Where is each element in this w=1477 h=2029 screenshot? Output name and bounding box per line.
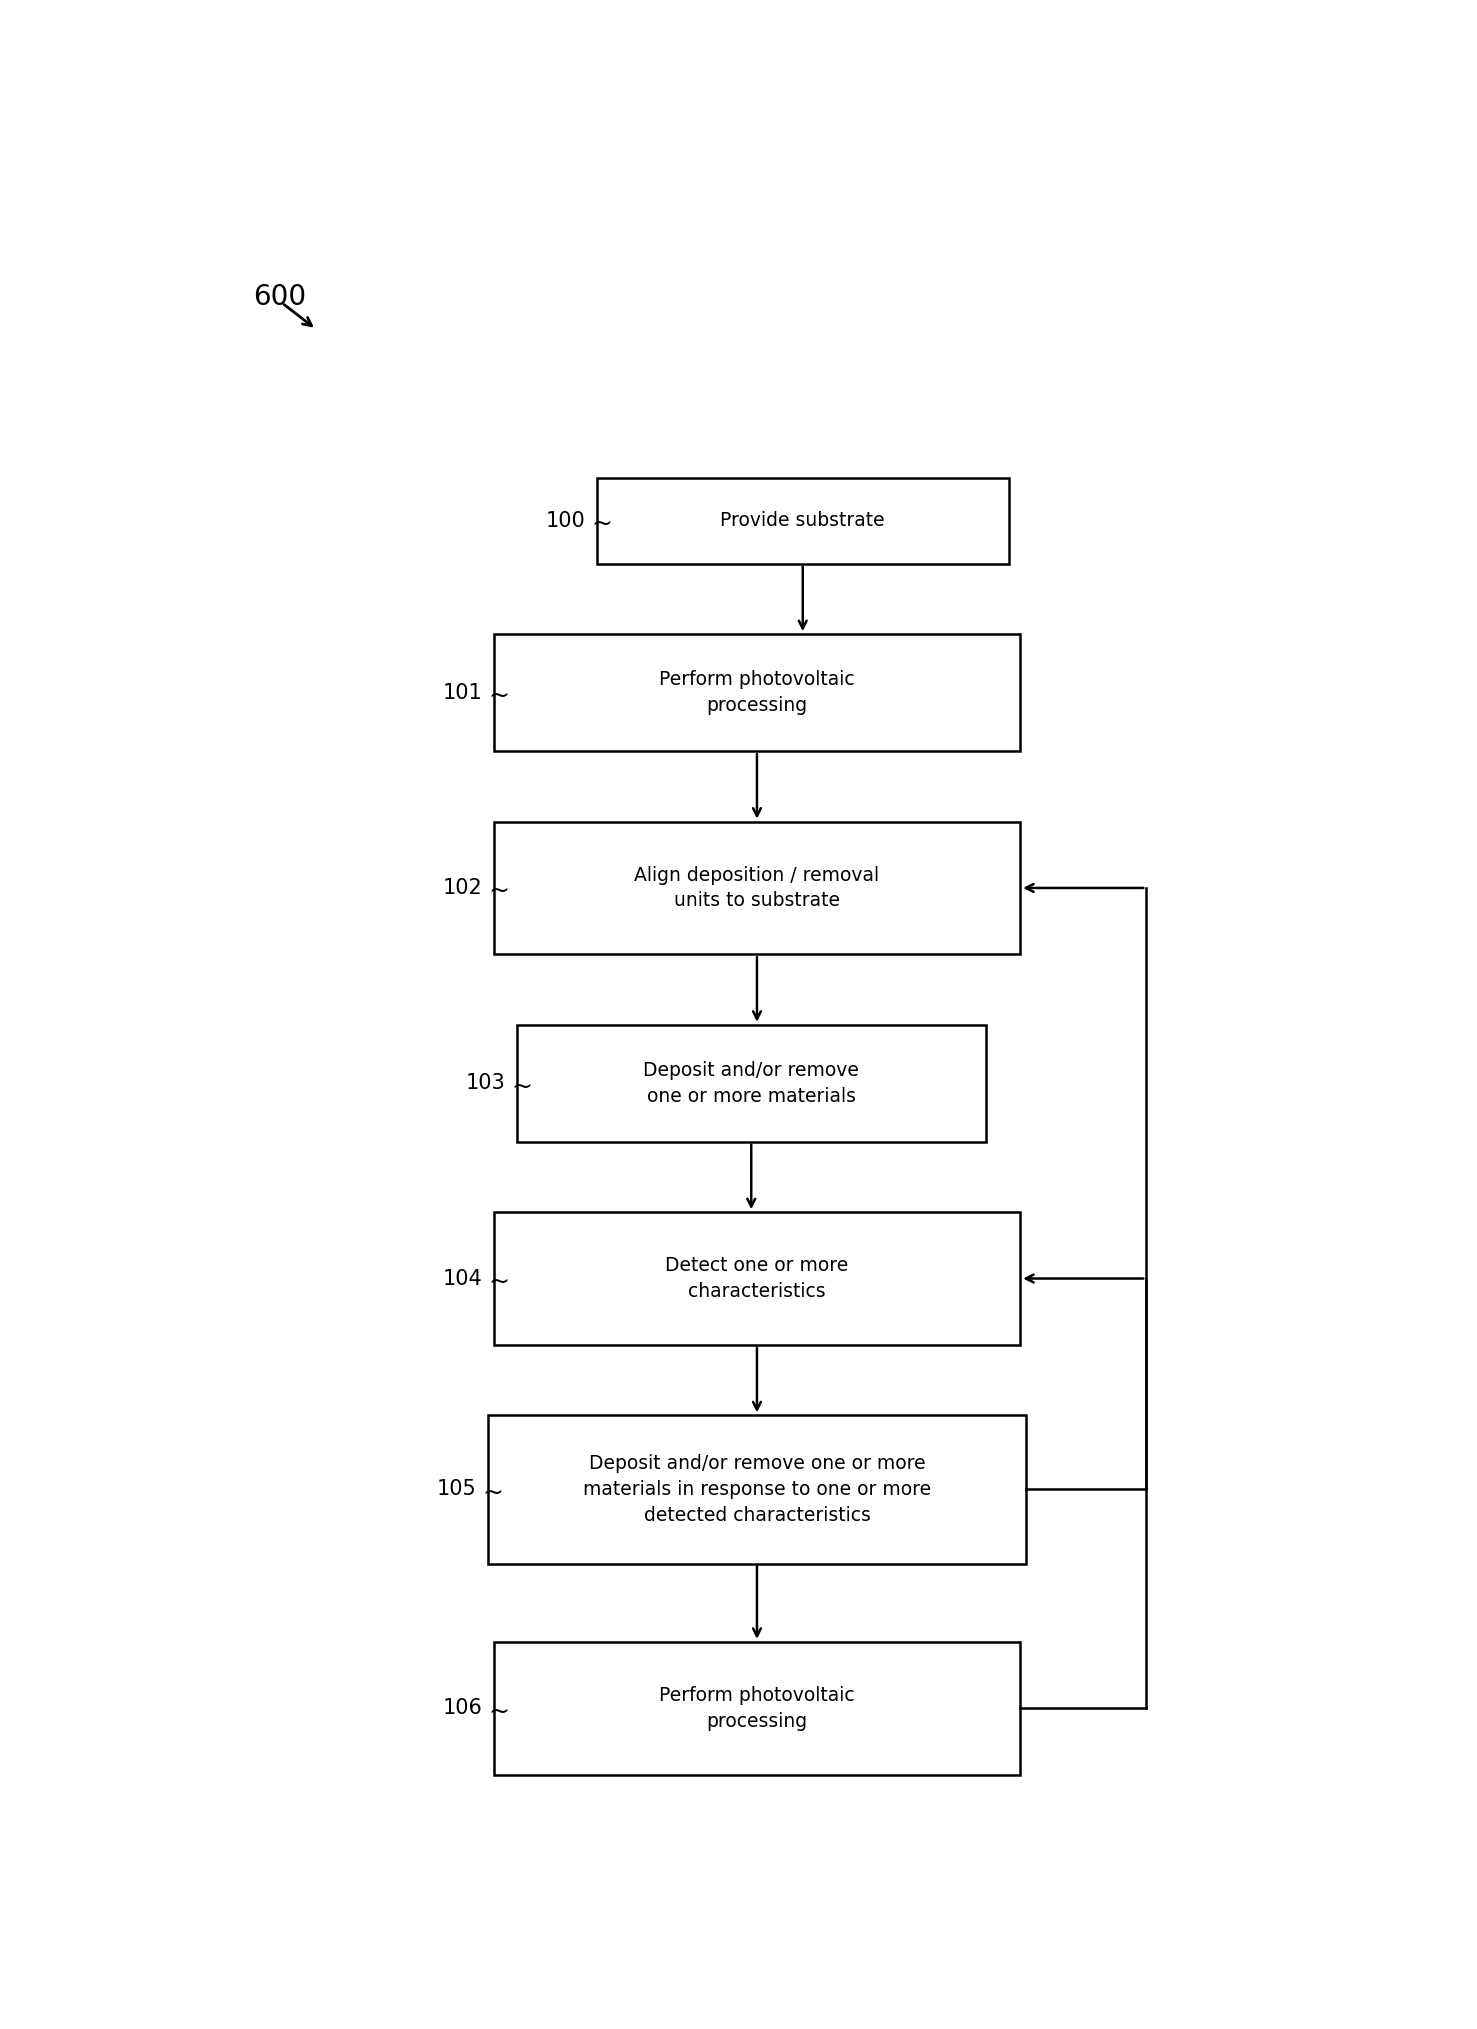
Text: ~: ~ — [487, 684, 510, 708]
Text: Detect one or more
characteristics: Detect one or more characteristics — [665, 1256, 849, 1301]
Text: 101: 101 — [443, 682, 482, 702]
Text: Provide substrate: Provide substrate — [721, 511, 885, 530]
Text: Deposit and/or remove one or more
materials in response to one or more
detected : Deposit and/or remove one or more materi… — [583, 1455, 931, 1524]
Text: 100: 100 — [545, 511, 585, 532]
Text: ~: ~ — [487, 879, 510, 903]
Text: Perform photovoltaic
processing: Perform photovoltaic processing — [659, 670, 855, 714]
Text: ~: ~ — [487, 1700, 510, 1723]
Bar — [493, 822, 1021, 954]
Text: 104: 104 — [443, 1268, 482, 1288]
Text: Align deposition / removal
units to substrate: Align deposition / removal units to subs… — [635, 866, 879, 911]
Text: Perform photovoltaic
processing: Perform photovoltaic processing — [659, 1686, 855, 1731]
Text: 103: 103 — [465, 1073, 505, 1094]
Text: 105: 105 — [437, 1479, 477, 1499]
Bar — [493, 633, 1021, 751]
Text: 102: 102 — [443, 879, 482, 899]
Text: ~: ~ — [591, 511, 611, 536]
Bar — [493, 1211, 1021, 1345]
Text: ~: ~ — [487, 1270, 510, 1295]
Text: 106: 106 — [443, 1698, 482, 1719]
Text: Deposit and/or remove
one or more materials: Deposit and/or remove one or more materi… — [644, 1061, 860, 1106]
Bar — [493, 1641, 1021, 1775]
Text: 600: 600 — [254, 282, 306, 310]
Text: ~: ~ — [482, 1481, 504, 1506]
Text: ~: ~ — [511, 1075, 532, 1098]
Bar — [487, 1416, 1027, 1564]
Bar — [597, 477, 1009, 564]
Bar — [517, 1025, 985, 1142]
